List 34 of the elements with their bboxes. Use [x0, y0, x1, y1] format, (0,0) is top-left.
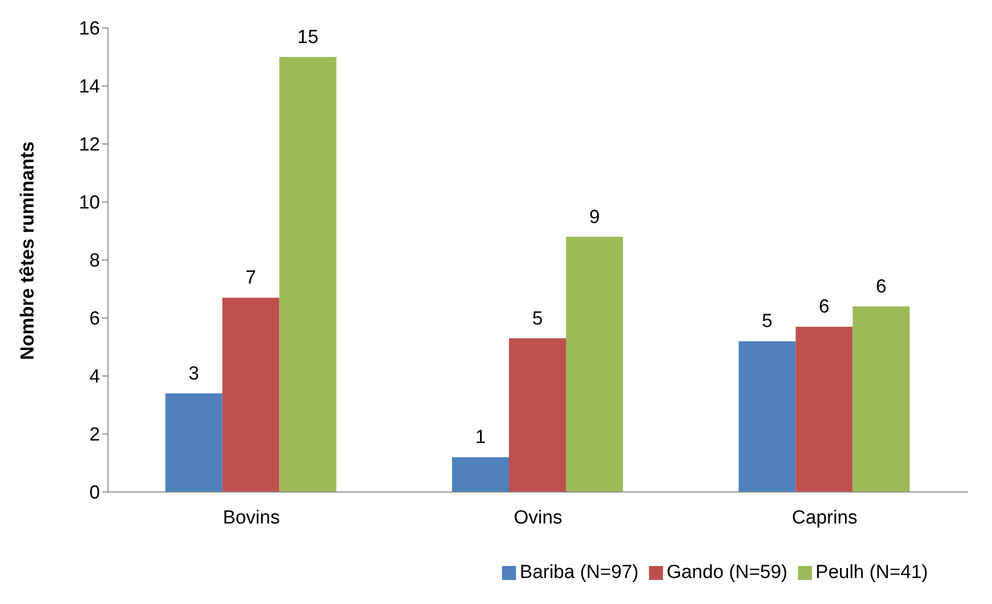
bar [509, 338, 566, 492]
y-tick-label: 12 [78, 134, 100, 156]
bar [279, 57, 336, 492]
data-label: 7 [246, 268, 256, 289]
y-tick-label: 0 [89, 482, 100, 504]
bar [222, 298, 280, 492]
data-label: 3 [188, 363, 200, 384]
bar [738, 341, 796, 492]
y-tick-label: 10 [78, 192, 100, 214]
bar [852, 306, 910, 492]
bar [165, 393, 222, 492]
x-tick-label: Bovins [222, 507, 280, 528]
data-label: 6 [818, 296, 830, 318]
data-label: 6 [876, 276, 886, 298]
y-tick-label: 14 [78, 76, 100, 98]
y-tick-label: 4 [89, 366, 100, 388]
y-tick-label: 2 [89, 424, 100, 446]
x-tick-label: Ovins [514, 507, 562, 528]
data-label: 9 [589, 206, 600, 228]
x-tick-label: Caprins [792, 507, 858, 528]
y-tick-label: 16 [78, 18, 100, 40]
legend-label: Bariba (N=97) [520, 562, 639, 583]
legend-label: Peulh (N=41) [816, 562, 928, 583]
data-label: 1 [475, 427, 486, 448]
legend-label: Gando (N=59) [666, 562, 788, 583]
y-tick-label: 6 [89, 308, 100, 330]
data-label: 5 [762, 311, 772, 332]
y-axis-title: Nombre têtes ruminants [18, 141, 39, 360]
y-tick-label: 8 [89, 250, 100, 272]
bar [566, 236, 623, 492]
bar [796, 326, 853, 492]
data-label: 5 [532, 308, 543, 330]
bar [452, 457, 509, 492]
data-label: 15 [297, 27, 318, 48]
